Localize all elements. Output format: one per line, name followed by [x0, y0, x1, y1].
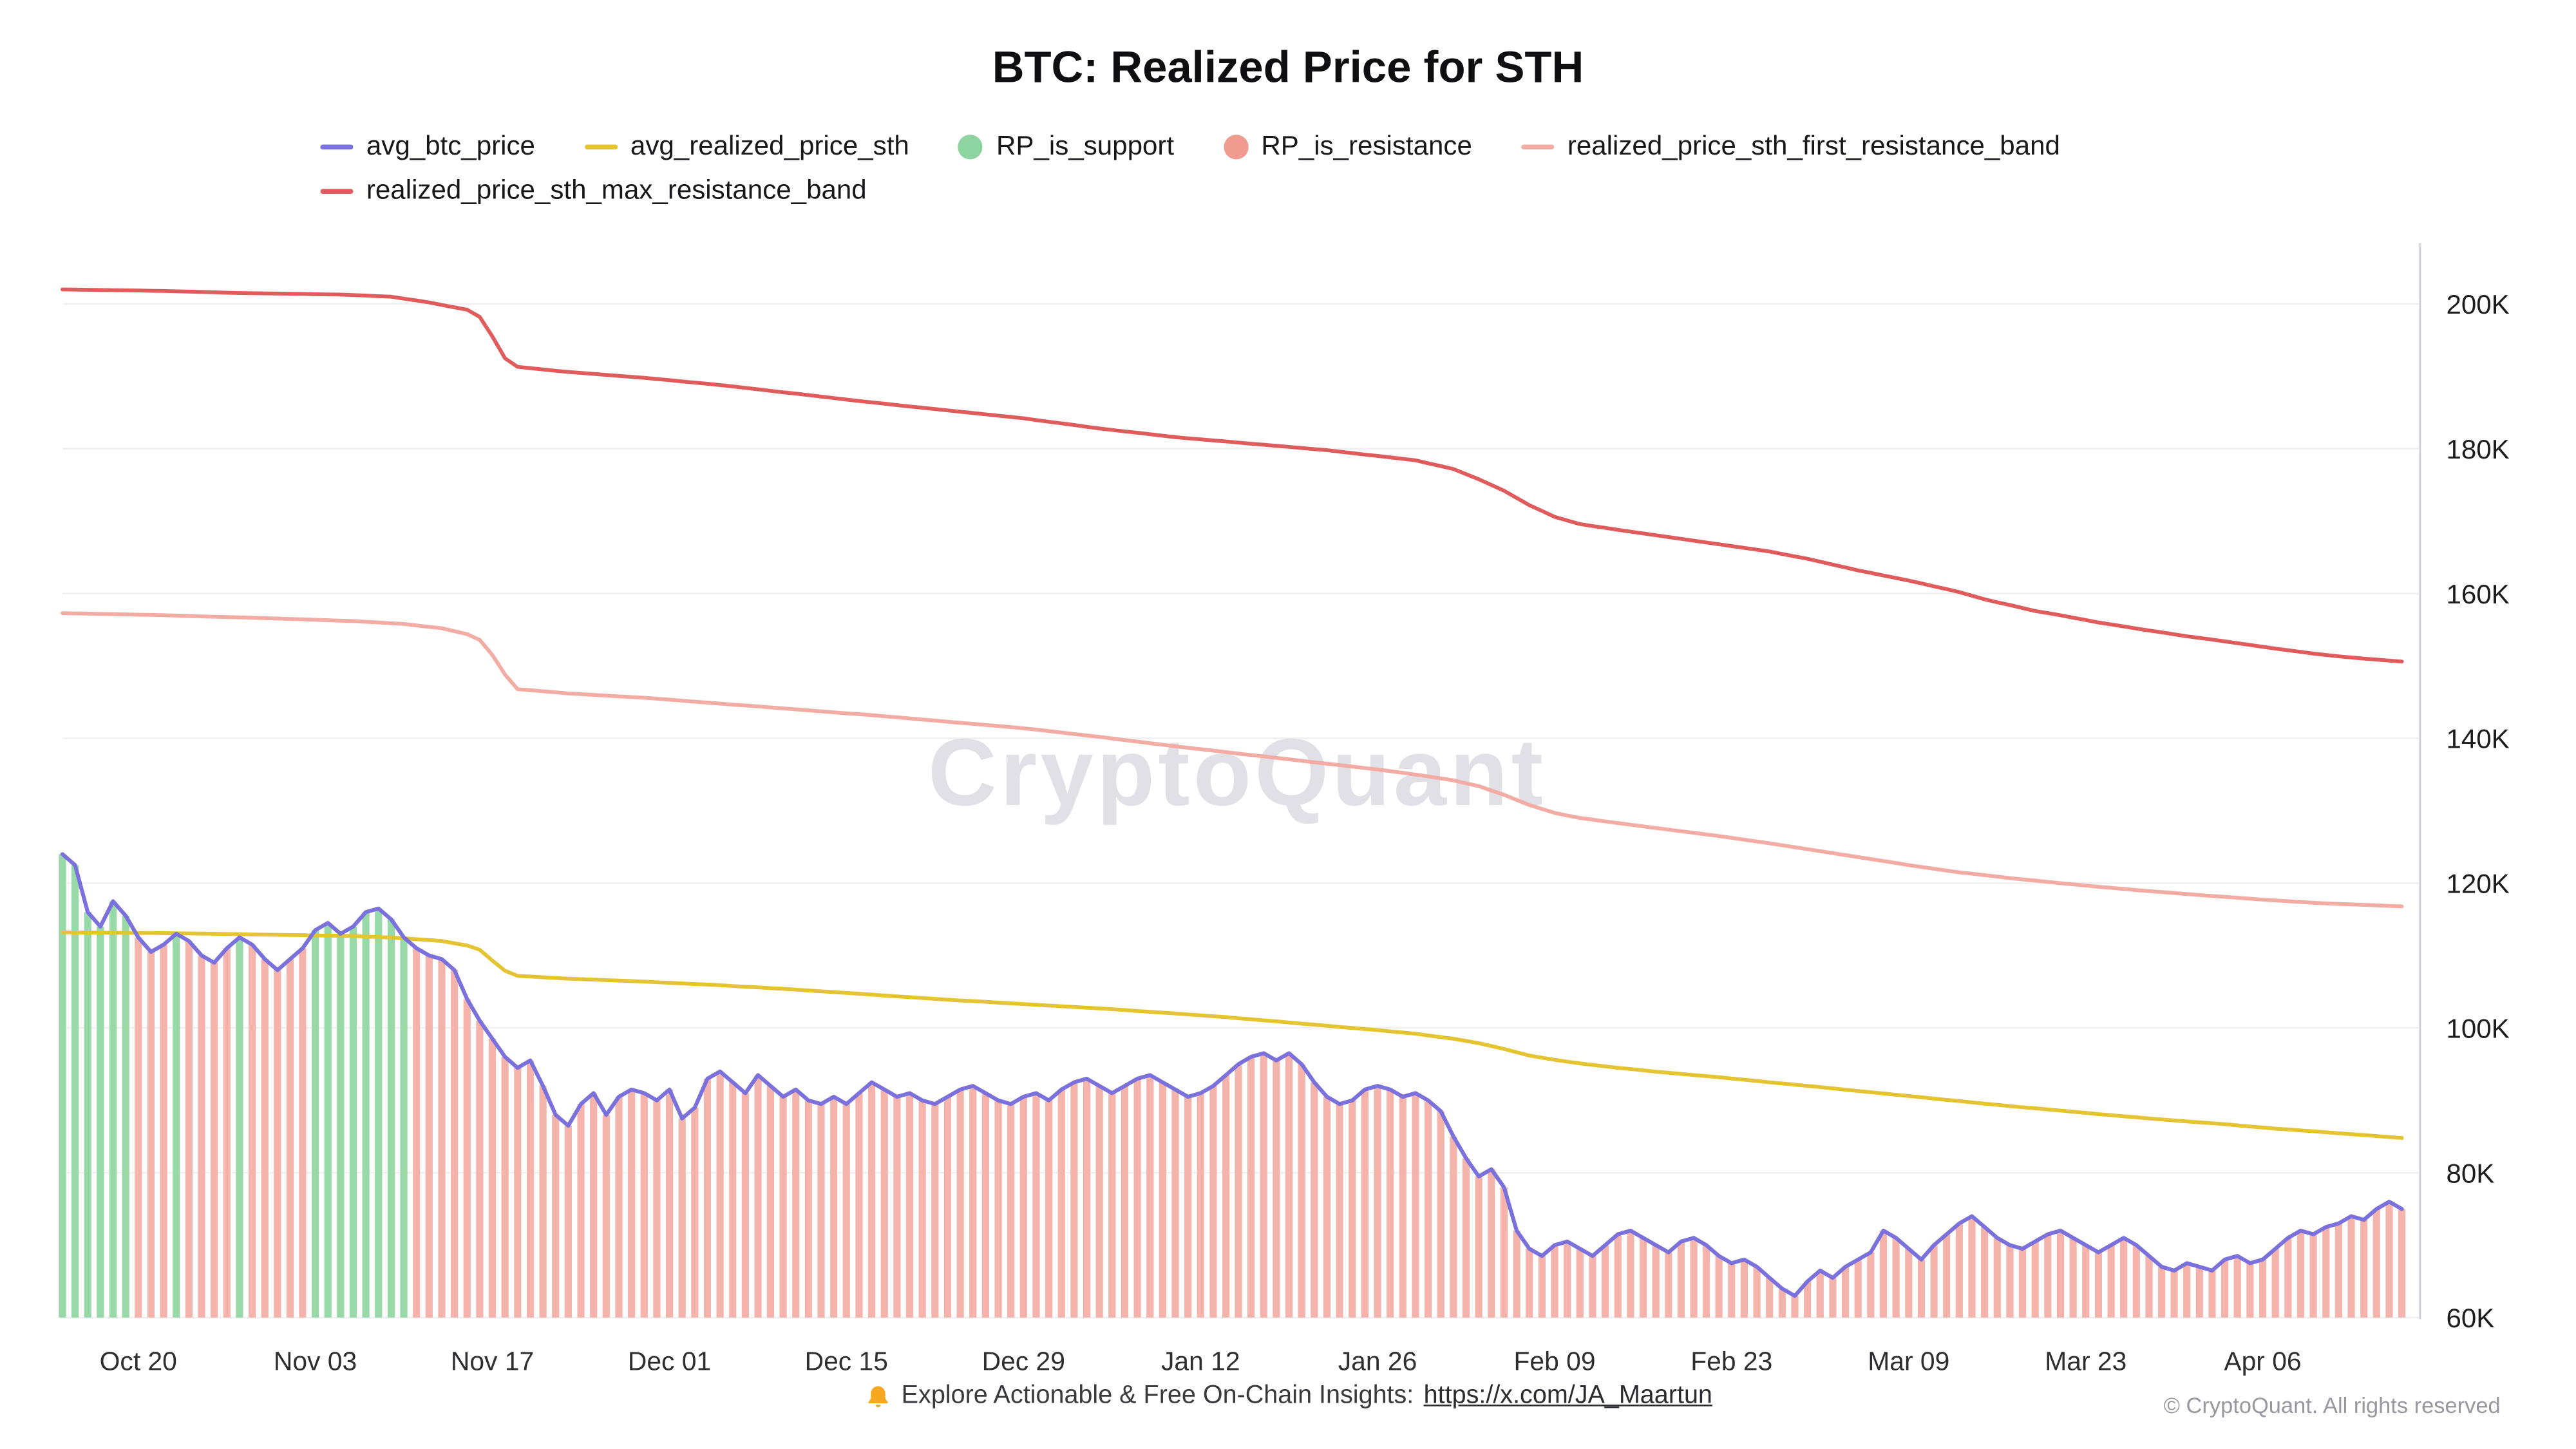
y-tick-label: 180K	[2446, 434, 2509, 464]
x-tick-label: Feb 23	[1690, 1347, 1772, 1376]
y-tick-label: 200K	[2446, 289, 2509, 319]
x-tick-label: Dec 01	[628, 1347, 711, 1376]
legend-label: realized_price_sth_first_resistance_band	[1567, 131, 2060, 161]
footer-text: Explore Actionable & Free On-Chain Insig…	[901, 1381, 1414, 1410]
y-tick-label: 140K	[2446, 724, 2509, 754]
x-tick-label: Mar 09	[1868, 1347, 1949, 1376]
rp-is-support-dot-icon	[958, 135, 983, 160]
avg-btc-price-swatch-icon	[320, 144, 354, 150]
line-avg_realized_price_sth	[61, 930, 2404, 1141]
legend-item-first-resistance-band[interactable]: realized_price_sth_first_resistance_band	[1521, 131, 2060, 162]
y-tick-label: 60K	[2446, 1303, 2494, 1333]
legend-item-avg-realized-price-sth[interactable]: avg_realized_price_sth	[584, 131, 909, 162]
legend-item-max-resistance-band[interactable]: realized_price_sth_max_resistance_band	[320, 175, 867, 207]
y-tick-label: 120K	[2446, 869, 2509, 899]
x-tick-label: Nov 03	[274, 1347, 357, 1376]
x-tick-label: Dec 29	[982, 1347, 1065, 1376]
footer-note: Explore Actionable & Free On-Chain Insig…	[0, 1381, 2576, 1411]
x-tick-label: Jan 12	[1161, 1347, 1240, 1376]
copyright-text: © CryptoQuant. All rights reserved	[2163, 1393, 2501, 1418]
legend-label: avg_btc_price	[366, 131, 535, 161]
legend-row-2: realized_price_sth_max_resistance_band	[320, 169, 2060, 214]
legend-item-rp-is-resistance[interactable]: RP_is_resistance	[1223, 131, 1472, 162]
legend-label: RP_is_support	[996, 131, 1175, 161]
legend-label: avg_realized_price_sth	[630, 131, 909, 161]
line-realized_price_sth_max_resistance_band	[61, 287, 2404, 664]
chart-title: BTC: Realized Price for STH	[992, 43, 1584, 92]
avg-realized-price-swatch-icon	[584, 144, 618, 150]
line-realized_price_sth_first_resistance_band	[61, 611, 2404, 909]
footer-link[interactable]: https://x.com/JA_Maartun	[1423, 1381, 1712, 1410]
x-tick-label: Oct 20	[100, 1347, 177, 1376]
y-tick-label: 160K	[2446, 579, 2509, 609]
legend-item-rp-is-support[interactable]: RP_is_support	[958, 131, 1174, 162]
rp-is-resistance-dot-icon	[1223, 135, 1248, 160]
x-tick-label: Apr 06	[2224, 1347, 2301, 1376]
legend-label: RP_is_resistance	[1261, 131, 1472, 161]
x-tick-label: Feb 09	[1514, 1347, 1596, 1376]
x-tick-label: Dec 15	[805, 1347, 888, 1376]
legend-label: realized_price_sth_max_resistance_band	[366, 175, 867, 205]
y-tick-label: 100K	[2446, 1013, 2509, 1043]
legend: avg_btc_price avg_realized_price_sth RP_…	[320, 125, 2060, 214]
x-tick-label: Jan 26	[1338, 1347, 1417, 1376]
x-tick-label: Nov 17	[451, 1347, 534, 1376]
bell-icon	[864, 1383, 891, 1410]
legend-item-avg-btc-price[interactable]: avg_btc_price	[320, 131, 535, 162]
y-tick-label: 80K	[2446, 1158, 2494, 1188]
first-resistance-band-swatch-icon	[1521, 144, 1555, 150]
line-avg_btc_price	[60, 852, 2404, 1298]
max-resistance-band-swatch-icon	[320, 189, 354, 194]
watermark: CryptoQuant	[928, 719, 1546, 826]
x-tick-label: Mar 23	[2045, 1347, 2126, 1376]
legend-row-1: avg_btc_price avg_realized_price_sth RP_…	[320, 125, 2060, 169]
